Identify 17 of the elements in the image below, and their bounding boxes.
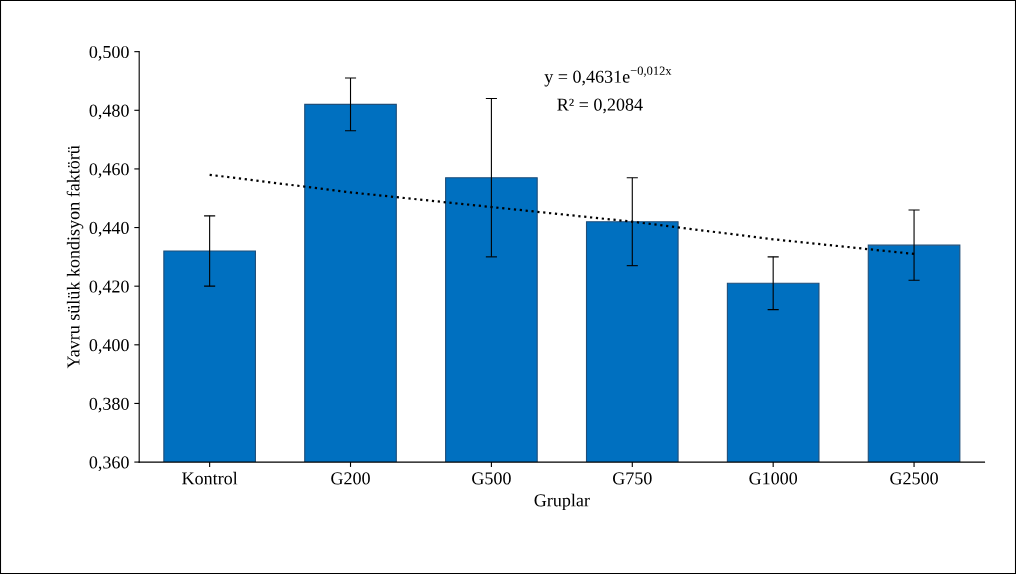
annotation: R² = 0,2084	[557, 98, 643, 114]
x-tick-label: G2500	[890, 472, 938, 485]
y-tick-label: 0,380	[89, 397, 129, 413]
y-axis-title: Yavru sülük kondisyon faktörü	[66, 145, 84, 369]
x-axis-title: Gruplar	[534, 493, 590, 511]
x-tick-label: G1000	[749, 472, 798, 485]
y-tick-label: 0,400	[89, 339, 129, 354]
y-tick-label: 0,500	[89, 45, 129, 61]
x-tick-label: G500	[472, 472, 511, 485]
x-tick-label: G200	[331, 472, 370, 485]
y-tick-label: 0,420	[89, 280, 129, 296]
x-tick-label: G750	[612, 472, 652, 485]
y-tick-label: 0,360	[89, 456, 129, 472]
x-tick-label: Kontrol	[182, 471, 238, 485]
y-tick-label: 0,460	[89, 163, 129, 178]
y-tick-label: 0,440	[89, 221, 129, 237]
y-tick-label: 0,480	[89, 104, 129, 120]
